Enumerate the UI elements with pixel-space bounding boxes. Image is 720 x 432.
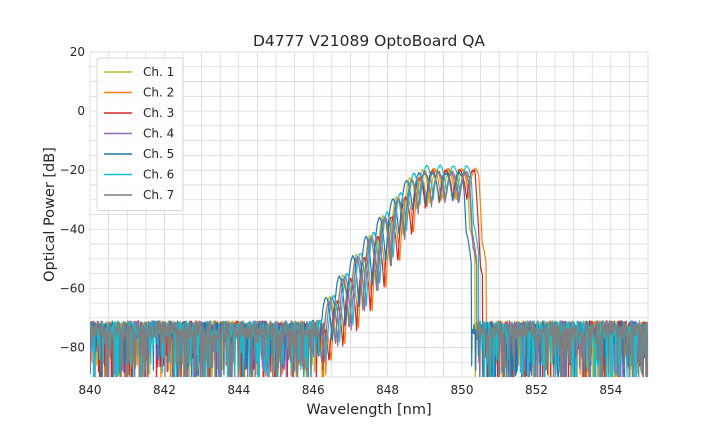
series-line-6: [90, 164, 648, 377]
x-tick-label: 848: [376, 383, 399, 397]
x-tick-label: 850: [451, 383, 474, 397]
y-tick-label: 0: [77, 104, 85, 118]
x-tick-label: 852: [525, 383, 548, 397]
legend-label: Ch. 2: [143, 86, 174, 100]
legend: Ch. 1 Ch. 2 Ch. 3 Ch. 4 Ch. 5 Ch. 6 Ch. 7: [96, 57, 184, 211]
legend-label: Ch. 5: [143, 147, 174, 161]
y-tick-label: −20: [60, 163, 85, 177]
x-tick-label: 844: [227, 383, 250, 397]
legend-label: Ch. 3: [143, 106, 174, 120]
x-tick-label: 840: [79, 383, 102, 397]
x-tick-label: 854: [599, 383, 622, 397]
legend-box: [96, 57, 184, 211]
y-axis-label: Optical Power [dB]: [42, 147, 58, 282]
x-tick-label: 846: [302, 383, 325, 397]
y-tick-label: −80: [60, 340, 85, 354]
y-tick-label: −60: [60, 281, 85, 295]
series-layer: [90, 164, 648, 377]
x-axis-ticks: 840 842 844 846 848 850 852 854: [79, 383, 623, 397]
legend-label: Ch. 6: [143, 168, 174, 182]
x-tick-label: 842: [153, 383, 176, 397]
series-line-7: [90, 170, 648, 377]
legend-label: Ch. 1: [143, 65, 174, 79]
legend-label: Ch. 7: [143, 188, 174, 202]
y-tick-label: 20: [70, 45, 85, 59]
y-axis-ticks: −80 −60 −40 −20 0 20: [60, 45, 85, 354]
legend-label: Ch. 4: [143, 127, 174, 141]
chart-title: D4777 V21089 OptoBoard QA: [253, 32, 485, 50]
x-axis-label: Wavelength [nm]: [306, 402, 431, 418]
y-tick-label: −40: [60, 222, 85, 236]
